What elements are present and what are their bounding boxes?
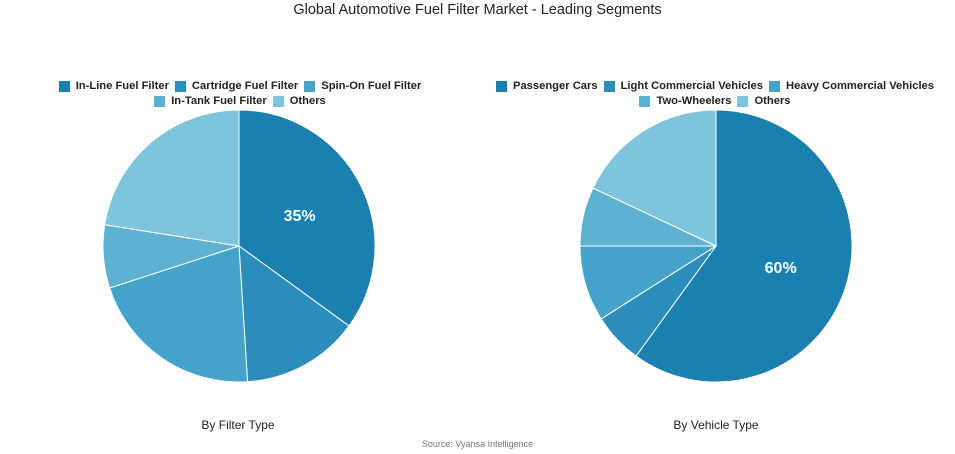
chart-title: Global Automotive Fuel Filter Market - L… [293, 2, 662, 18]
legend-swatch [737, 96, 749, 107]
legend-item-cartridge-fuel-filter: Cartridge Fuel Filter [174, 80, 299, 93]
caption-filter-type: By Filter Type [201, 418, 275, 432]
legend-swatch [58, 81, 70, 92]
pie-vehicle-type: 60% [579, 109, 853, 383]
pie-slice-others [592, 109, 717, 247]
legend-swatch [304, 81, 316, 92]
legend-vehicle-type: Passenger Cars Light Commercial Vehicles H… [480, 80, 950, 108]
legend-item-passenger-cars: Passenger Cars [496, 80, 598, 93]
legend-item-spin-on-fuel-filter: Spin-On Fuel Filter [304, 80, 421, 93]
legend-label: Cartridge Fuel Filter [191, 80, 299, 92]
legend-item-light-commercial-vehicles: Light Commercial Vehicles [603, 80, 763, 93]
legend-label: Two-Wheelers [656, 95, 732, 107]
legend-label: Light Commercial Vehicles [620, 80, 763, 92]
source-note: Source: Vyansa Intelligence [421, 439, 534, 449]
data-label-in-line-fuel-filter: 35% [284, 208, 316, 225]
legend-swatch [768, 81, 780, 92]
legend-item-two-wheelers: Two-Wheelers [639, 95, 731, 108]
legend-item-heavy-commercial-vehicles: Heavy Commercial Vehicles [768, 80, 934, 93]
pie-filter-type: 35% [102, 109, 376, 383]
legend-label: In-Tank Fuel Filter [171, 95, 267, 107]
legend-swatch [174, 81, 186, 92]
legend-swatch [603, 81, 615, 92]
legend-swatch [272, 96, 284, 107]
pie-slice-cartridge-fuel-filter [238, 244, 350, 383]
pie-slice-passenger-cars [635, 109, 853, 383]
legend-item-others: Others [272, 95, 326, 108]
legend-label: Others [289, 95, 326, 107]
legend-label: Others [754, 95, 791, 107]
data-label-passenger-cars: 60% [765, 260, 797, 277]
legend-swatch [639, 96, 651, 107]
legend-item-in-line-fuel-filter: In-Line Fuel Filter [58, 80, 169, 93]
legend-label: In-Line Fuel Filter [75, 80, 169, 92]
pie-slice-in-line-fuel-filter [238, 109, 376, 327]
legend-filter-type: In-Line Fuel Filter Cartridge Fuel Filter… [40, 80, 440, 108]
legend-label: Spin-On Fuel Filter [321, 80, 422, 92]
caption-vehicle-type: By Vehicle Type [673, 418, 759, 432]
pie-slice-spin-on-fuel-filter [109, 245, 249, 383]
pie-slice-others [104, 109, 240, 247]
legend-item-in-tank-fuel-filter: In-Tank Fuel Filter [154, 95, 267, 108]
legend-item-others: Others [737, 95, 791, 108]
legend-label: Heavy Commercial Vehicles [785, 80, 934, 92]
legend-swatch [154, 96, 166, 107]
legend-label: Passenger Cars [513, 80, 598, 92]
legend-swatch [496, 81, 507, 92]
